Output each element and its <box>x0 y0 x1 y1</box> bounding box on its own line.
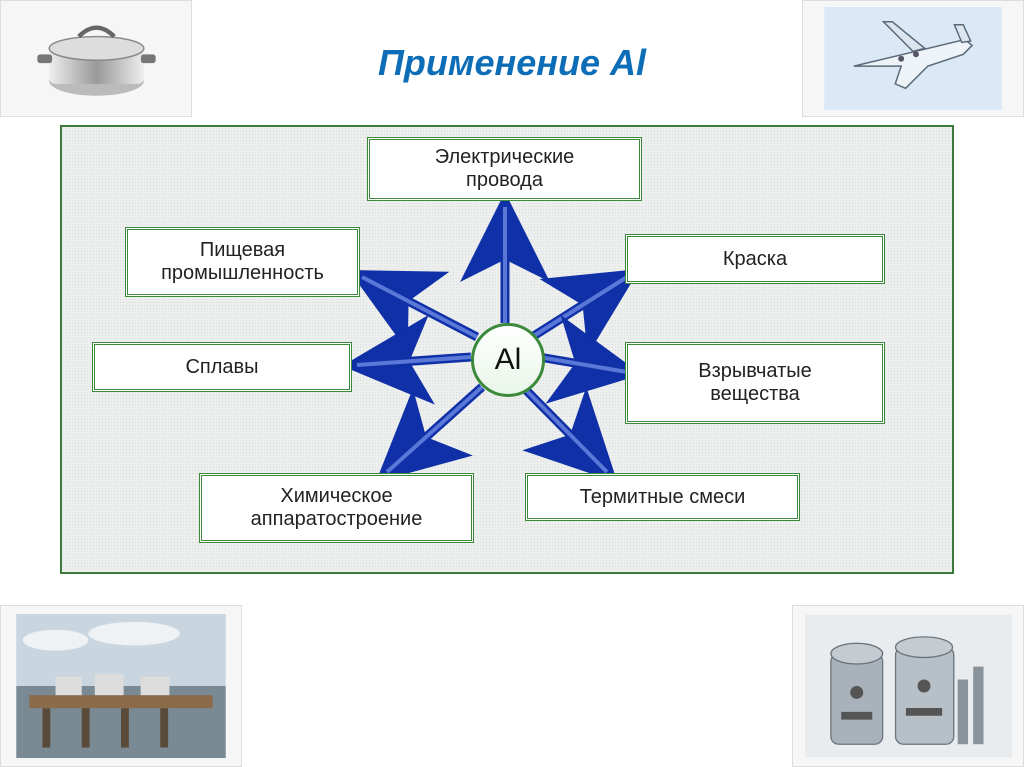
arrow-alloys <box>357 357 471 365</box>
arrow-explosives <box>539 357 627 372</box>
node-paint-line0: Краска <box>723 248 787 271</box>
node-food: Пищеваяпромышленность <box>125 227 360 297</box>
arrow-thermite-inner <box>523 387 607 472</box>
arrow-explosives-inner <box>539 357 627 372</box>
node-thermite-line0: Термитные смеси <box>580 486 746 509</box>
node-thermite: Термитные смеси <box>525 473 800 521</box>
node-explosives: Взрывчатыевещества <box>625 342 885 424</box>
arrow-paint-inner <box>532 277 627 337</box>
arrow-thermite <box>523 387 607 472</box>
corner-image-airplane <box>802 0 1024 117</box>
center-node: Al <box>471 323 545 397</box>
pot-icon <box>11 7 182 111</box>
node-chemapp-line0: Химическое <box>280 485 392 508</box>
airplane-icon <box>814 7 1012 111</box>
dock-icon <box>13 614 229 758</box>
node-alloys-line0: Сплавы <box>185 356 258 379</box>
node-explosives-line1: вещества <box>710 383 800 406</box>
arrow-paint <box>532 277 627 337</box>
node-electrical: Электрическиепровода <box>367 137 642 201</box>
node-alloys: Сплавы <box>92 342 352 392</box>
center-label: Al <box>495 343 522 377</box>
node-food-line1: промышленность <box>161 262 324 285</box>
node-chemapp-line1: аппаратостроение <box>251 508 423 531</box>
node-chemapp: Химическоеаппаратостроение <box>199 473 474 543</box>
arrow-chemapp <box>387 387 482 472</box>
node-food-line0: Пищевая <box>200 239 285 262</box>
node-paint: Краска <box>625 234 885 284</box>
corner-image-dock <box>0 605 242 767</box>
node-explosives-line0: Взрывчатые <box>698 360 812 383</box>
arrow-alloys-inner <box>357 357 471 365</box>
node-electrical-line1: провода <box>466 169 543 192</box>
arrow-food <box>362 277 477 337</box>
arrow-chemapp-inner <box>387 387 482 472</box>
corner-image-machinery <box>792 605 1024 767</box>
diagram-panel: ЭлектрическиепроводаПищеваяпромышленност… <box>60 125 954 574</box>
node-electrical-line0: Электрические <box>435 146 575 169</box>
corner-image-pot <box>0 0 192 117</box>
arrow-food-inner <box>362 277 477 337</box>
machinery-icon <box>805 614 1012 758</box>
